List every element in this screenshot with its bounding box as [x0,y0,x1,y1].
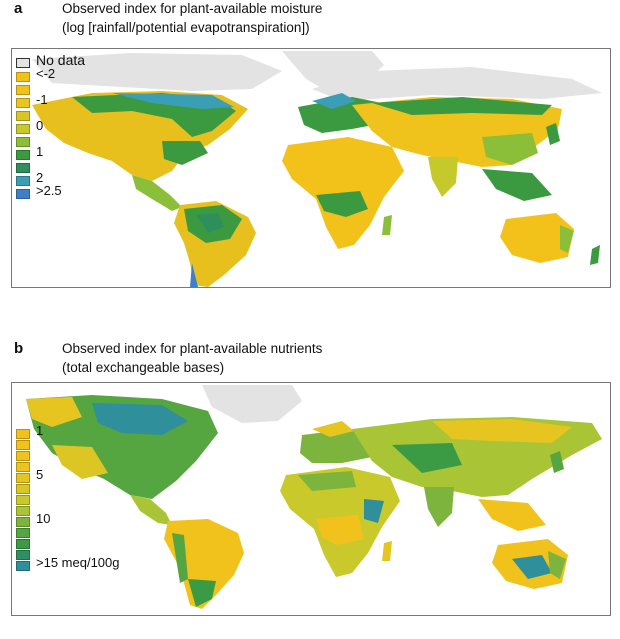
western-usa-yellow [52,445,108,479]
panel-title-line2: (log [rainfall/potential evapotranspirat… [62,20,310,35]
legend-swatch [16,176,30,186]
legend-swatch [16,429,30,439]
legend-swatch [16,163,30,173]
legend-swatch [16,98,30,108]
legend-swatch [16,189,30,199]
andes-green [172,533,188,583]
canada-teal [92,403,188,435]
central-asia-green [392,443,462,473]
legend-swatch [16,484,30,494]
legend-swatch [16,550,30,560]
nutrients-panel: b Observed index for plant-available nut… [0,330,620,630]
legend-swatch [16,440,30,450]
southeast-asia-wet [482,169,552,201]
australia-teal [512,555,552,579]
legend-swatch [16,137,30,147]
legend-swatch [16,473,30,483]
india [424,487,454,527]
panel-title-line1: Observed index for plant-available moist… [62,1,323,16]
panel-title-line1: Observed index for plant-available nutri… [62,341,323,356]
arctic-eurasia-nodata [312,67,602,101]
eastern-usa [162,141,208,165]
new-zealand [590,245,600,265]
legend-swatch [16,517,30,527]
legend-swatch [16,150,30,160]
india [428,157,458,197]
legend-swatch [16,111,30,121]
australia-green [548,551,566,579]
central-america [132,175,182,211]
legend-swatch [16,528,30,538]
scandinavia [312,421,354,437]
east-asia-green [482,133,538,165]
legend-swatch [16,495,30,505]
world-map-moisture [32,51,602,287]
legend-swatch [16,462,30,472]
east-africa-teal [364,499,384,523]
arctic-north-america-nodata [32,53,282,91]
australia-east-green [560,225,574,253]
japan [546,123,560,145]
panel-letter: a [14,0,23,17]
chile-wet [190,263,198,287]
moisture-map [11,48,611,288]
siberia-yellow [432,419,572,443]
nutrients-map [11,382,611,616]
legend-swatch [16,451,30,461]
sahara-green [298,471,356,491]
legend-swatch [16,561,30,571]
legend-swatch [16,506,30,516]
panel-letter: b [14,340,24,357]
southeast-asia [478,499,546,531]
legend-swatch [16,124,30,134]
southern-south-america [188,579,216,607]
congo-yellow [316,515,364,545]
central-africa-wet [316,191,368,217]
legend-swatch [16,72,30,82]
legend-swatch [16,539,30,549]
japan [550,451,564,473]
legend-swatch [16,85,30,95]
central-america [130,495,172,525]
greenland-nodata [202,385,302,423]
siberia-green [372,97,552,115]
alaska-yellow [26,397,82,427]
panel-title-line2: (total exchangeable bases) [62,360,225,375]
scandinavia-wet [312,93,356,109]
madagascar [382,215,392,235]
madagascar [382,541,392,561]
world-map-nutrients [26,385,602,609]
australia [500,213,574,263]
legend-swatch [16,58,30,68]
moisture-panel: a Observed index for plant-available moi… [0,0,620,300]
canada-north-wet [112,93,234,109]
amazon-core [196,213,224,233]
